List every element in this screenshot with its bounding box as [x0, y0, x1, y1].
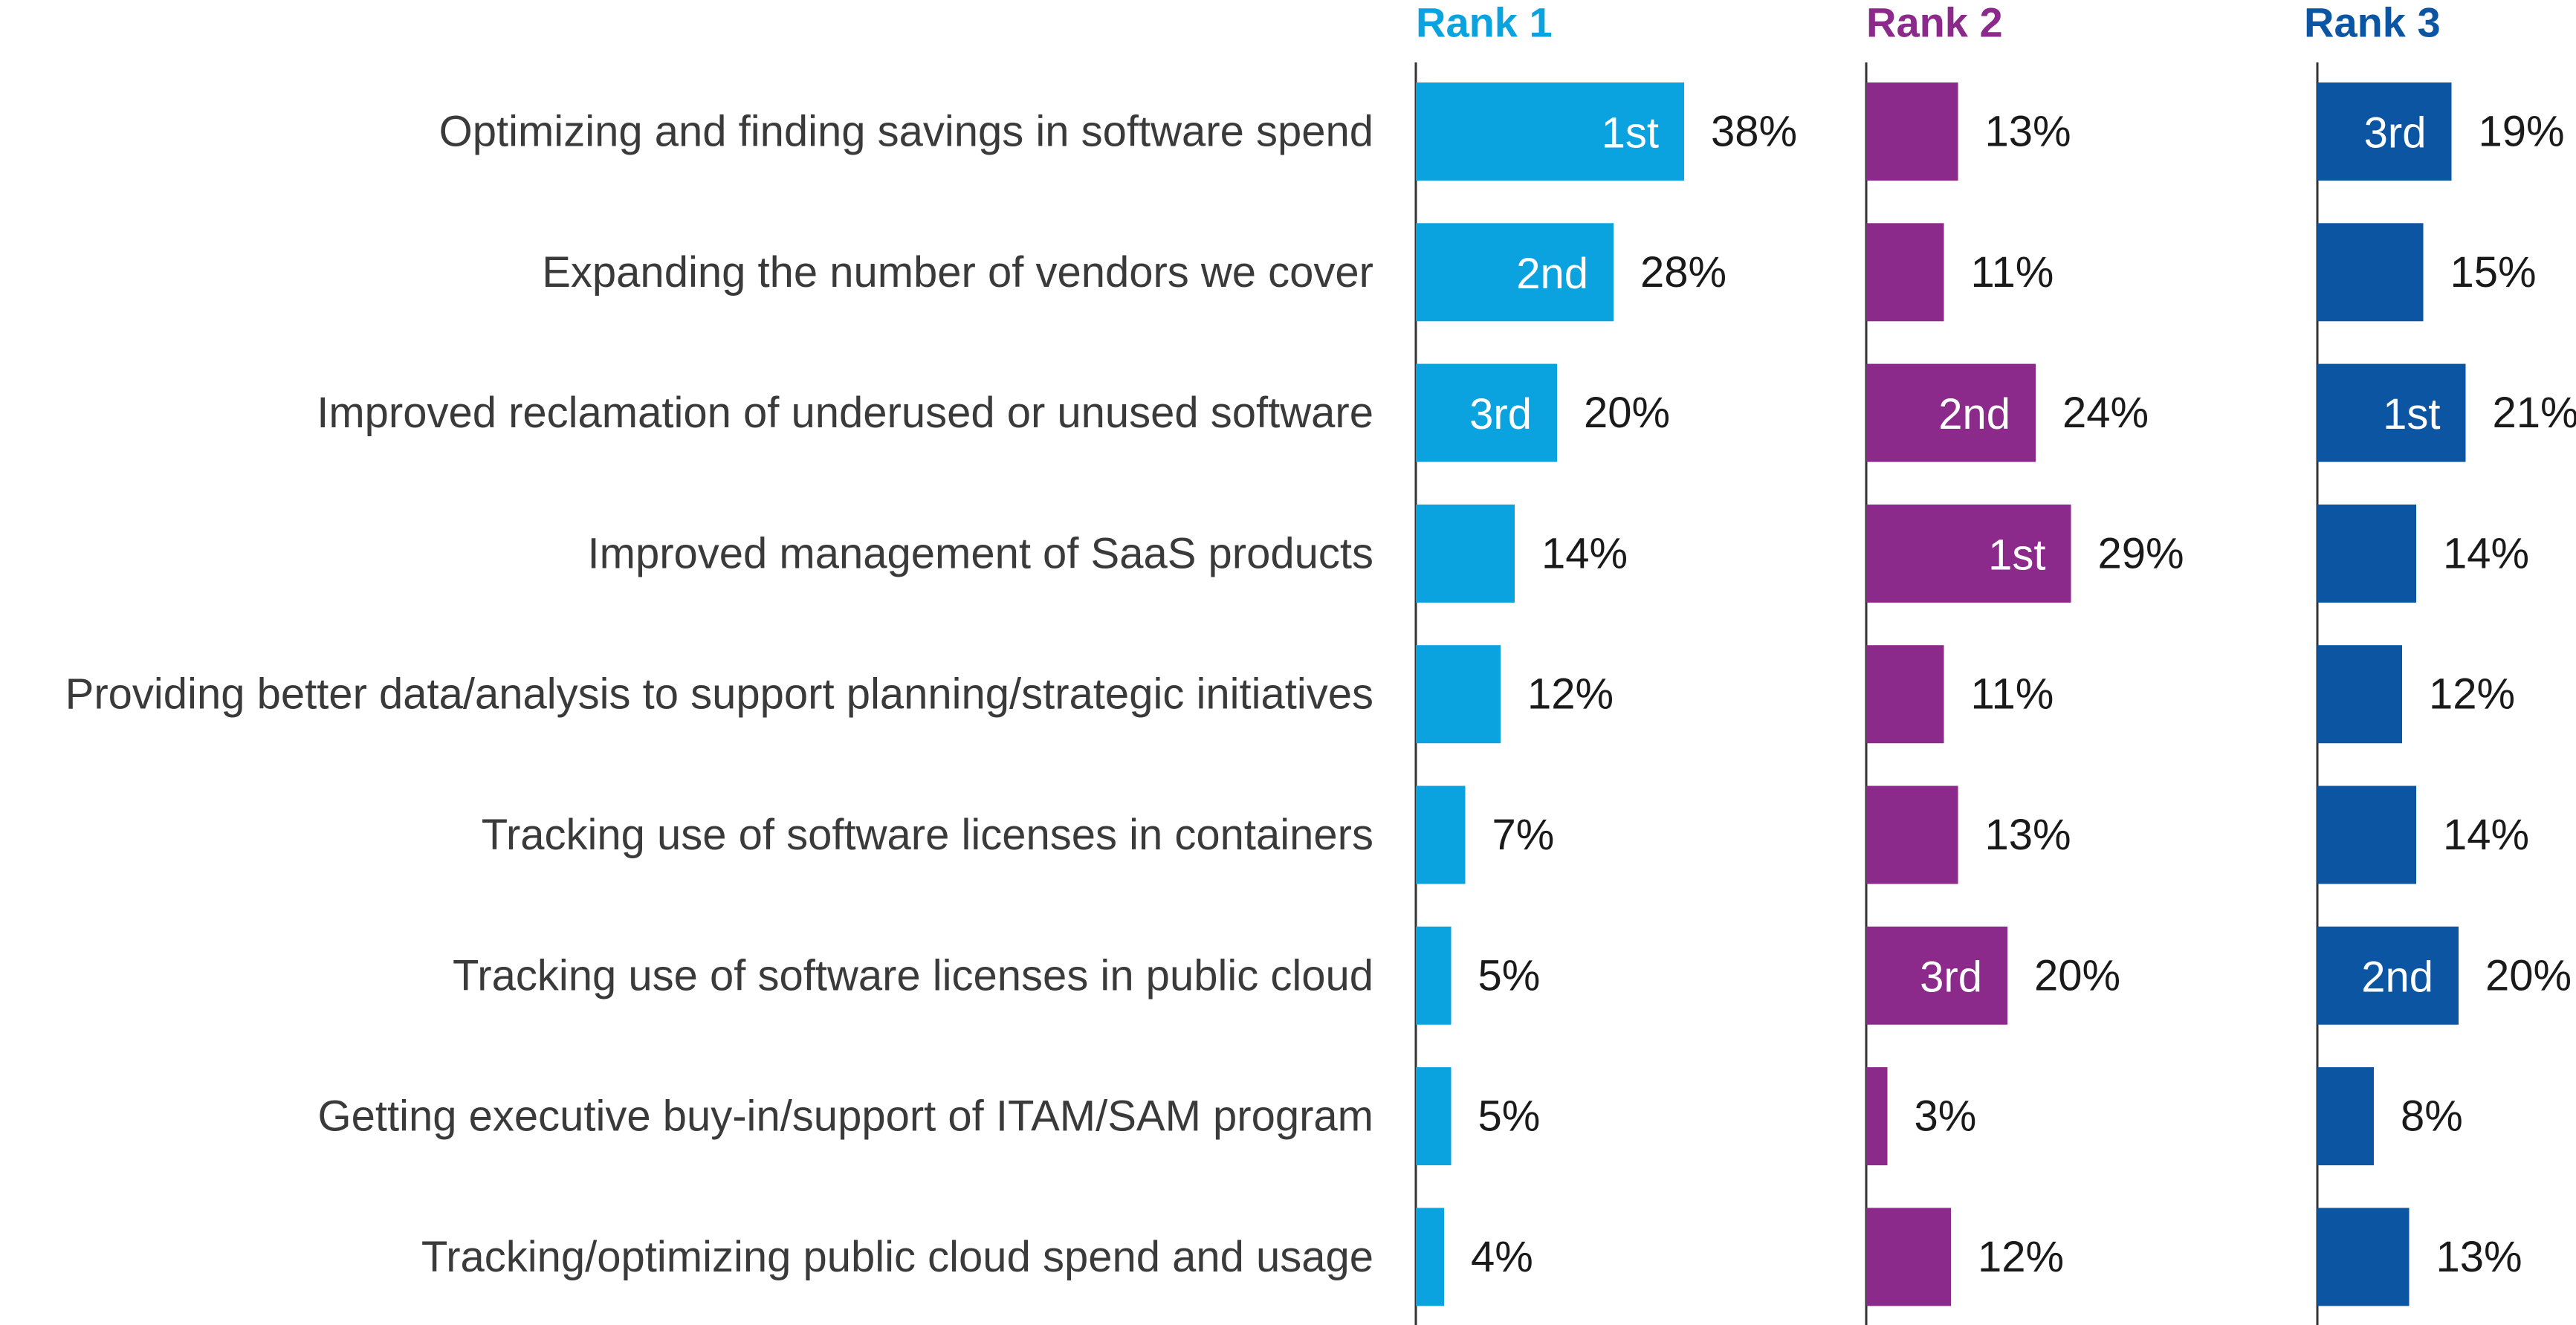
bar: [2317, 926, 2459, 1025]
rank-tag: 2nd: [2361, 953, 2433, 1001]
panel-title: Rank 3: [2304, 0, 2441, 46]
value-label: 11%: [1971, 670, 2054, 719]
panel-title: Rank 2: [1866, 0, 2003, 46]
bar: [1866, 785, 1958, 884]
rank-tag: 1st: [2383, 390, 2440, 438]
value-label: 13%: [1985, 108, 2071, 156]
value-label: 20%: [1584, 389, 1670, 437]
bar: [1866, 1067, 1888, 1166]
rank-tag: 3rd: [2364, 109, 2427, 158]
bar: [1416, 645, 1501, 744]
category-label: Improved reclamation of underused or unu…: [317, 389, 1373, 437]
bar: [2317, 82, 2452, 181]
bar: [2317, 504, 2416, 603]
bar: [2317, 645, 2402, 744]
bar: [1416, 82, 1684, 181]
bar: [2317, 223, 2424, 322]
bar: [1416, 926, 1452, 1025]
bar: [2317, 785, 2416, 884]
value-label: 5%: [1478, 951, 1541, 1000]
value-label: 12%: [2429, 670, 2515, 719]
value-label: 8%: [2401, 1092, 2463, 1141]
category-label: Providing better data/analysis to suppor…: [65, 670, 1373, 719]
bar: [1866, 82, 1958, 181]
value-label: 3%: [1915, 1092, 1977, 1141]
bar: [1416, 1208, 1444, 1306]
value-label: 11%: [1971, 248, 2054, 297]
bar: [1866, 645, 1944, 744]
bar: [1866, 363, 2036, 462]
category-label: Tracking use of software licenses in pub…: [453, 951, 1373, 1000]
value-label: 29%: [2098, 529, 2184, 577]
value-label: 13%: [1985, 811, 2071, 859]
value-label: 38%: [1711, 108, 1797, 156]
category-label: Expanding the number of vendors we cover: [542, 248, 1373, 297]
value-label: 21%: [2493, 389, 2576, 437]
rank-tag: 2nd: [1516, 250, 1588, 298]
value-label: 19%: [2479, 108, 2565, 156]
value-label: 5%: [1478, 1092, 1541, 1141]
value-label: 7%: [1492, 811, 1555, 859]
bar: [1416, 363, 1557, 462]
category-label: Tracking/optimizing public cloud spend a…: [421, 1233, 1373, 1281]
category-label: Improved management of SaaS products: [588, 529, 1373, 577]
value-label: 12%: [1978, 1233, 2064, 1281]
value-label: 13%: [2436, 1233, 2522, 1281]
rank-tag: 3rd: [1920, 953, 1982, 1001]
value-label: 24%: [2062, 389, 2149, 437]
category-label: Optimizing and finding savings in softwa…: [439, 108, 1373, 156]
value-label: 14%: [1541, 529, 1628, 577]
bar: [1866, 223, 1944, 322]
rank-tag: 1st: [1602, 109, 1659, 158]
bar: [1416, 504, 1515, 603]
panel-title: Rank 1: [1416, 0, 1553, 46]
value-label: 20%: [2485, 951, 2572, 1000]
bar: [1416, 1067, 1452, 1166]
bar: [1416, 223, 1614, 322]
category-label: Tracking use of software licenses in con…: [482, 811, 1373, 859]
bar: [2317, 1067, 2374, 1166]
value-label: 14%: [2443, 811, 2529, 859]
bar: [2317, 363, 2466, 462]
value-label: 14%: [2443, 529, 2529, 577]
bar: [1866, 1208, 1951, 1306]
category-label: Getting executive buy-in/support of ITAM…: [317, 1092, 1373, 1141]
rank-tag: 1st: [1988, 531, 2045, 579]
value-label: 28%: [1640, 248, 1726, 297]
value-label: 4%: [1471, 1233, 1533, 1281]
value-label: 12%: [1527, 670, 1614, 719]
value-label: 15%: [2450, 248, 2537, 297]
value-label: 20%: [2034, 951, 2120, 1000]
rank-tag: 3rd: [1469, 390, 1532, 438]
rank-tag: 2nd: [1938, 390, 2010, 438]
bar: [1416, 785, 1466, 884]
bar: [1866, 926, 2007, 1025]
bar: [2317, 1208, 2410, 1306]
bar: [1866, 504, 2071, 603]
